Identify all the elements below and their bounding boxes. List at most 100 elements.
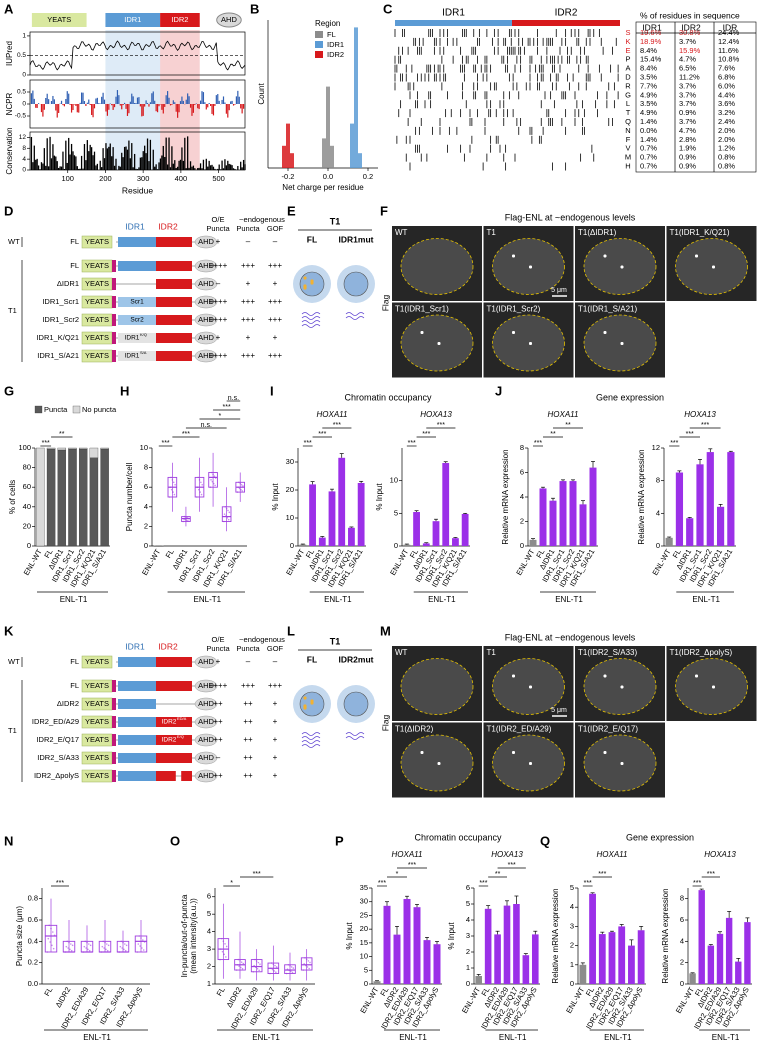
score: ++ xyxy=(213,771,223,780)
nucleus-outline xyxy=(583,238,657,295)
y-tick-label: 3 xyxy=(570,921,574,930)
jitter-point xyxy=(210,471,213,474)
x-tick-label: ENL-WT xyxy=(674,985,696,1015)
jitter-point xyxy=(196,486,199,489)
ahd xyxy=(194,679,218,693)
domain xyxy=(216,12,242,28)
jitter-point xyxy=(198,488,200,491)
y-tick-label: 4 xyxy=(520,492,524,501)
y-tick-label: 35 xyxy=(360,883,368,892)
y-tick-label: 0 xyxy=(290,541,294,550)
t1-marker xyxy=(112,314,116,326)
jitter-point xyxy=(171,479,174,481)
bar xyxy=(452,538,459,546)
subtitle: HOXA13 xyxy=(684,410,716,419)
domain-label: IDR2 xyxy=(171,15,188,24)
table-cell: 0.9% xyxy=(679,161,696,170)
score: + xyxy=(273,753,278,762)
panel-label: M xyxy=(380,623,391,638)
jitter-point xyxy=(240,961,243,963)
residue-letter: R xyxy=(625,81,631,90)
score: +++ xyxy=(268,681,282,690)
transcript xyxy=(345,736,365,740)
punctum xyxy=(695,674,698,678)
punctum xyxy=(529,762,532,765)
idr xyxy=(156,351,192,361)
domain-text: AHD xyxy=(198,681,214,690)
track-label: Conservation xyxy=(5,127,14,174)
jitter-point xyxy=(84,940,86,943)
idr-sup: ED/A xyxy=(177,716,187,721)
table-header: IDR1 xyxy=(642,22,662,32)
jitter-point xyxy=(88,943,90,945)
x-tick-label: FL xyxy=(479,985,491,997)
jitter-point xyxy=(104,941,106,944)
y-tick-label: 25 xyxy=(360,910,368,919)
jitter-point xyxy=(275,971,277,974)
schematic-label: IDR1mut xyxy=(339,234,374,244)
y-tick-label: 30 xyxy=(360,897,368,906)
domain-text: YEATS xyxy=(85,657,109,666)
t1-marker xyxy=(112,734,116,746)
group-label: ENL-T1 xyxy=(712,1033,740,1042)
significance: *** xyxy=(534,440,542,447)
idr xyxy=(118,351,156,361)
idr xyxy=(156,315,192,325)
residue-letter: Q xyxy=(625,117,631,126)
bar-segment xyxy=(100,448,109,547)
micro-title: Flag-ENL at ~endogenous levels xyxy=(505,212,636,222)
y-tick-label: 4 xyxy=(207,927,211,936)
chart-title: Chromatin occupancy xyxy=(344,392,432,402)
table-header: IDR2 xyxy=(681,22,701,32)
t1-marker xyxy=(112,716,116,728)
condensate xyxy=(343,271,369,297)
significance: ** xyxy=(59,431,65,438)
y-tick-label: 0.6 xyxy=(28,915,38,924)
domain-text: YEATS xyxy=(85,351,109,360)
hist-bar xyxy=(290,153,294,168)
hist-bar xyxy=(282,145,286,168)
y-tick-label: 6 xyxy=(680,915,684,924)
significance: *** xyxy=(686,431,694,438)
domain-text: AHD xyxy=(198,261,214,270)
x-tick-label: ENL-WT xyxy=(650,547,672,577)
jitter-point xyxy=(271,968,274,971)
table-cell: 15.4% xyxy=(640,55,662,64)
jitter-point xyxy=(124,949,127,952)
legend-label: IDR1 xyxy=(327,40,344,49)
y-axis-label: Relative mRNA expression xyxy=(637,449,646,544)
jitter-point xyxy=(141,947,143,949)
jitter-point xyxy=(183,515,186,518)
bar xyxy=(707,945,715,984)
jitter-point xyxy=(259,963,261,965)
cell-label: T1(IDR2_S/A33) xyxy=(578,648,637,657)
cell-label: WT xyxy=(395,228,408,237)
legend-swatch xyxy=(72,405,81,414)
y-tick-label: 1 xyxy=(22,33,26,40)
idr-text: IDR1 xyxy=(125,353,140,360)
group-label: ENL-T1 xyxy=(692,595,720,604)
x-tick-label: ENL-WT xyxy=(22,547,44,577)
bar xyxy=(318,537,326,546)
y-tick-label: 5 xyxy=(466,899,470,908)
score: +++ xyxy=(241,315,255,324)
domain-text: AHD xyxy=(198,315,214,324)
jitter-point xyxy=(64,951,67,953)
cell-label: WT xyxy=(395,648,408,657)
idr xyxy=(118,771,156,781)
punctum xyxy=(603,751,607,754)
table-cell: 30.8% xyxy=(679,28,701,37)
domain-text: YEATS xyxy=(85,771,109,780)
bar xyxy=(423,940,431,984)
condensate xyxy=(343,691,369,717)
header: GOF xyxy=(267,224,284,233)
residue-letter: P xyxy=(625,55,630,64)
hist-bar xyxy=(286,123,290,168)
score: +++ xyxy=(241,261,255,270)
jitter-point xyxy=(125,944,128,947)
cell-label: T1 xyxy=(487,228,497,237)
jitter-point xyxy=(255,966,257,968)
domain xyxy=(160,13,200,27)
protein xyxy=(303,696,307,700)
